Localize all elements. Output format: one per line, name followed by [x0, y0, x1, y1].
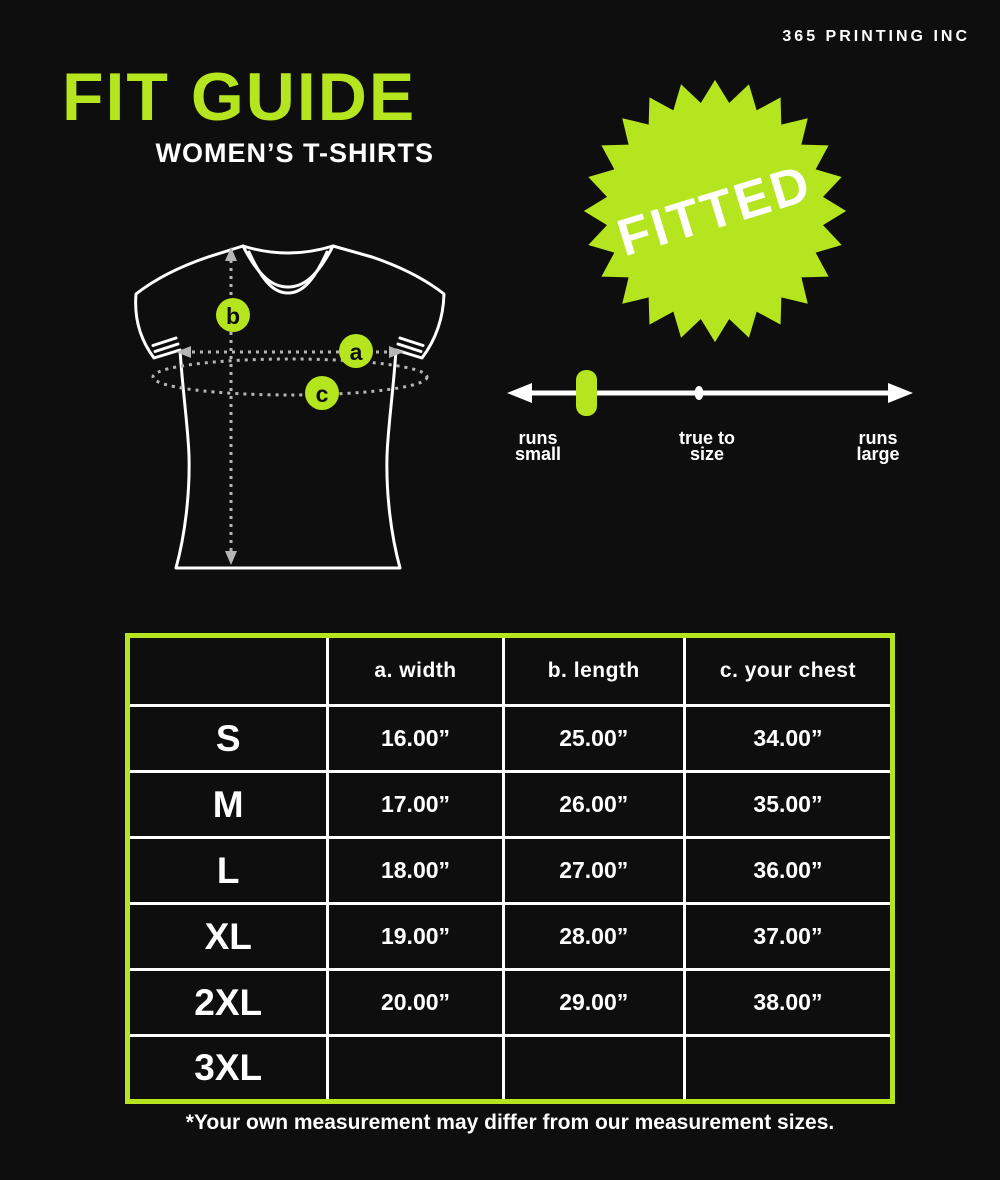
- size-label: M: [125, 770, 330, 839]
- fit-scale: [507, 370, 913, 416]
- size-label: S: [125, 704, 330, 773]
- width-value: 18.00”: [326, 836, 505, 905]
- page-subtitle: WOMEN’S T-SHIRTS: [155, 138, 434, 168]
- width-value: 19.00”: [326, 902, 505, 971]
- marker-a: a: [339, 334, 373, 368]
- width-measure-line: [176, 346, 404, 358]
- length-value: 26.00”: [501, 770, 686, 839]
- size-label: 2XL: [125, 968, 330, 1037]
- chest-measure-ellipse: [151, 357, 429, 397]
- column-header-size: [125, 634, 330, 707]
- chest-value: 34.00”: [682, 704, 895, 773]
- table-row-3xl: 3XL: [125, 1034, 895, 1103]
- fitted-badge: FITTED: [580, 76, 850, 346]
- table-row-l: L 18.00” 27.00” 36.00”: [125, 836, 895, 905]
- length-value: 25.00”: [501, 704, 686, 773]
- marker-c-label: c: [316, 381, 329, 407]
- length-value: 29.00”: [501, 968, 686, 1037]
- starburst-icon: [583, 79, 847, 343]
- chest-value: 38.00”: [682, 968, 895, 1037]
- marker-b-label: b: [226, 303, 240, 329]
- fit-position-marker: [576, 370, 597, 416]
- chest-value: 35.00”: [682, 770, 895, 839]
- size-chart-table: a. width b. length c. your chest S 16.00…: [125, 633, 895, 1104]
- marker-b: b: [216, 298, 250, 332]
- table-row-2xl: 2XL 20.00” 29.00” 38.00”: [125, 968, 895, 1037]
- table-row-m: M 17.00” 26.00” 35.00”: [125, 770, 895, 839]
- scale-label-runs-large: runs large: [856, 428, 900, 464]
- tshirt-outline-icon: [134, 244, 446, 570]
- brand-name: 365 PRINTING INC: [782, 28, 970, 45]
- column-header-width: a. width: [326, 634, 505, 707]
- chest-value: 36.00”: [682, 836, 895, 905]
- width-value: 20.00”: [326, 968, 505, 1037]
- scale-arrow-icon: [507, 383, 913, 403]
- chest-value: [682, 1034, 895, 1103]
- scale-label-runs-small: runs small: [514, 428, 562, 464]
- width-value: 16.00”: [326, 704, 505, 773]
- tshirt-measurement-diagram: b a c: [134, 244, 446, 570]
- page-title: FIT GUIDE: [62, 59, 417, 135]
- header-row: a. width b. length c. your chest: [125, 634, 895, 707]
- length-value: [501, 1034, 686, 1103]
- table-row-s: S 16.00” 25.00” 34.00”: [125, 704, 895, 773]
- size-label: L: [125, 836, 330, 905]
- fitted-badge-star: [583, 79, 847, 343]
- length-measure-line: [225, 247, 237, 565]
- size-label: 3XL: [125, 1034, 330, 1103]
- marker-c: c: [305, 376, 339, 410]
- size-label: XL: [125, 902, 330, 971]
- marker-a-label: a: [350, 339, 363, 365]
- length-value: 28.00”: [501, 902, 686, 971]
- length-value: 27.00”: [501, 836, 686, 905]
- true-to-size-dot-icon: [694, 386, 704, 400]
- column-header-chest: c. your chest: [682, 634, 895, 707]
- measurement-disclaimer: *Your own measurement may differ from ou…: [185, 1111, 835, 1134]
- column-header-length: b. length: [501, 634, 686, 707]
- chest-value: 37.00”: [682, 902, 895, 971]
- width-value: [326, 1034, 505, 1103]
- table-row-xl: XL 19.00” 28.00” 37.00”: [125, 902, 895, 971]
- scale-label-true-to-size: true to size: [679, 428, 735, 464]
- width-value: 17.00”: [326, 770, 505, 839]
